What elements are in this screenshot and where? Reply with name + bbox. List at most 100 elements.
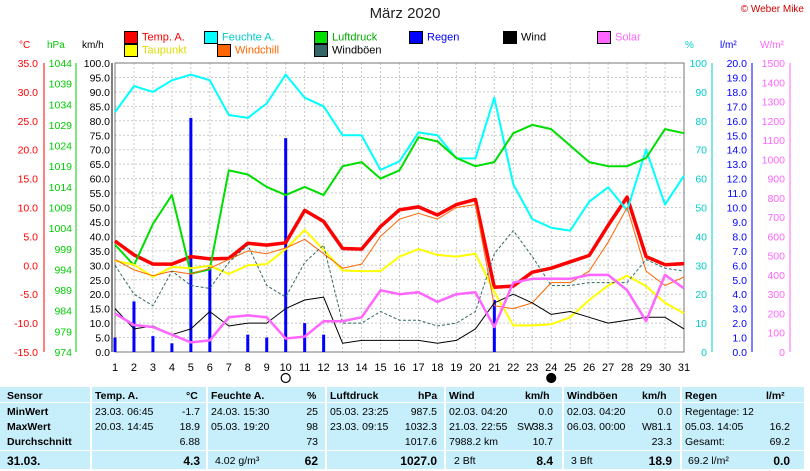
gust-max-value: 81.1 bbox=[651, 421, 672, 433]
x-tick-label: 16 bbox=[393, 362, 405, 374]
gust-header: Windböen bbox=[567, 390, 618, 402]
x-tick-label: 19 bbox=[450, 362, 462, 374]
humidity-tick-label: 30 bbox=[695, 260, 707, 272]
pressure-max-time: 23.03. 09:15 bbox=[330, 421, 389, 433]
gust-unit: km/h bbox=[642, 390, 667, 402]
wind-tick-label: 90.0 bbox=[90, 87, 111, 99]
temp-header: Temp. A. bbox=[95, 390, 139, 402]
humidity-min-value: 25 bbox=[306, 406, 318, 418]
wind-unit: km/h bbox=[525, 390, 550, 402]
rain-tick-label: 4.0 bbox=[732, 289, 747, 301]
solar-tick-label: 500 bbox=[767, 251, 785, 263]
wind-tick-label: 5.0 bbox=[95, 333, 110, 345]
rain-tick-label: 2.0 bbox=[732, 318, 747, 330]
gust-current: 18.9 bbox=[648, 454, 672, 468]
legend-swatch bbox=[124, 31, 138, 44]
humidity-tick-label: 50 bbox=[695, 203, 707, 215]
pressure-tick-label: 979 bbox=[54, 326, 72, 338]
rain-tick-label: 0.0 bbox=[732, 347, 747, 359]
legend-dewpoint: Taupunkt bbox=[124, 44, 187, 57]
wind-tick-label: 10.0 bbox=[90, 318, 111, 330]
series-line-windchill bbox=[114, 204, 685, 310]
gust-max-time: 06.03. 00:00 bbox=[567, 421, 626, 433]
sensor-header: Sensor bbox=[7, 390, 43, 402]
rain-max-time: 05.03. 14:05 bbox=[685, 421, 744, 433]
temp-tick-label: 0.0 bbox=[23, 260, 38, 272]
x-tick-label: 28 bbox=[621, 362, 633, 374]
humidity-tick-label: 90 bbox=[695, 87, 707, 99]
gust-max-direction: W bbox=[642, 421, 652, 433]
rain-unit: l/m² bbox=[766, 390, 785, 402]
wind-max-time: 21.03. 22:55 bbox=[449, 421, 508, 433]
solar-tick-label: 300 bbox=[767, 289, 785, 301]
humidity-tick-label: 70 bbox=[695, 145, 707, 157]
humidity-tick-label: 100 bbox=[689, 58, 707, 70]
rain-tick-label: 11.0 bbox=[727, 188, 747, 200]
temp-tick-label: 30.0 bbox=[18, 87, 39, 99]
pressure-avg-value: 1017.6 bbox=[404, 436, 437, 448]
pressure-tick-label: 1009 bbox=[49, 203, 73, 215]
temp-unit: °C bbox=[186, 390, 198, 402]
x-tick-label: 10 bbox=[280, 362, 292, 374]
rain-bar bbox=[151, 336, 155, 352]
series-line-windböen bbox=[114, 230, 685, 327]
copyright-link[interactable]: © Weber Mike bbox=[740, 4, 804, 15]
legend-humidity: Feuchte A. bbox=[204, 31, 275, 44]
pressure-tick-label: 989 bbox=[54, 285, 72, 297]
pressure-tick-label: 1039 bbox=[49, 79, 73, 91]
solar-tick-label: 700 bbox=[767, 212, 785, 224]
wind-max-direction: SW bbox=[517, 421, 534, 433]
x-tick-label: 1 bbox=[112, 362, 118, 374]
rain-bar bbox=[208, 265, 212, 352]
x-tick-label: 15 bbox=[374, 362, 386, 374]
x-tick-label: 21 bbox=[488, 362, 500, 374]
legend-gusts: Windböen bbox=[314, 44, 382, 57]
gust-min-value: 0.0 bbox=[657, 406, 672, 418]
solar-tick-label: 600 bbox=[767, 231, 785, 243]
rain-tick-label: 8.0 bbox=[732, 231, 747, 243]
legend-wind: Wind bbox=[503, 31, 546, 44]
solar-tick-label: 900 bbox=[767, 174, 785, 186]
pressure-tick-label: 1014 bbox=[49, 182, 73, 194]
rain-tick-label: 7.0 bbox=[732, 246, 747, 258]
legend-windchill: Windchill bbox=[217, 44, 279, 57]
legend-rain: Regen bbox=[409, 31, 459, 44]
series-line-wind bbox=[114, 293, 685, 344]
wind-current: 8.4 bbox=[536, 454, 553, 468]
pressure-tick-label: 1019 bbox=[49, 161, 73, 173]
legend-swatch bbox=[204, 31, 218, 44]
pressure-current: 1027.0 bbox=[400, 454, 437, 468]
gust-avg-value: 23.3 bbox=[651, 436, 672, 448]
solar-tick-label: 800 bbox=[767, 193, 785, 205]
temp-tick-label: 35.0 bbox=[18, 58, 39, 70]
wind-tick-label: 95.0 bbox=[90, 72, 111, 84]
humidity-axis-header: % bbox=[685, 40, 694, 51]
pressure-header: Luftdruck bbox=[330, 390, 379, 402]
rain-tick-label: 20.0 bbox=[727, 58, 748, 70]
humidity-avg-value: 73 bbox=[306, 436, 318, 448]
pressure-max-value: 1032.3 bbox=[404, 421, 437, 433]
rain-bar bbox=[189, 117, 193, 352]
full-moon-icon bbox=[280, 372, 291, 384]
pressure-axis-header: hPa bbox=[47, 40, 65, 51]
rain-tick-label: 14.0 bbox=[727, 145, 748, 157]
new-moon-icon bbox=[546, 372, 557, 384]
wind-tick-label: 50.0 bbox=[90, 203, 111, 215]
legend-swatch bbox=[124, 44, 138, 57]
x-tick-label: 22 bbox=[507, 362, 519, 374]
rain-tick-label: 10.0 bbox=[727, 203, 748, 215]
humidity-tick-label: 20 bbox=[695, 289, 707, 301]
humidity-tick-label: 60 bbox=[695, 174, 707, 186]
temp-tick-label: -10.0 bbox=[14, 318, 38, 330]
solar-tick-label: 1000 bbox=[762, 154, 786, 166]
min-label: MinWert bbox=[7, 406, 49, 418]
temp-avg-value: 6.88 bbox=[179, 436, 200, 448]
x-tick-label: 18 bbox=[431, 362, 443, 374]
rain-tick-label: 3.0 bbox=[732, 304, 747, 316]
temp-tick-label: 20.0 bbox=[18, 145, 39, 157]
wind-tick-label: 75.0 bbox=[90, 130, 111, 142]
solar-tick-label: 1500 bbox=[762, 58, 786, 70]
rain-tick-label: 9.0 bbox=[732, 217, 747, 229]
wind-min-time: 02.03. 04:20 bbox=[449, 406, 508, 418]
pressure-min-value: 987.5 bbox=[410, 406, 437, 418]
